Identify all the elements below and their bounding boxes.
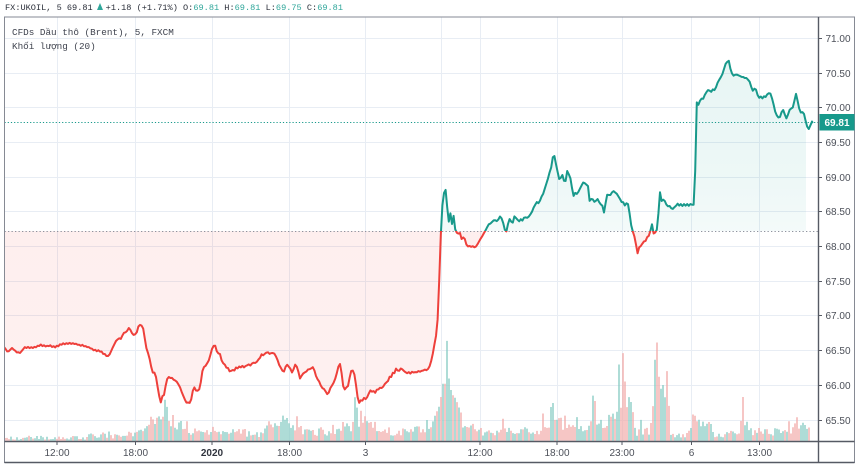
svg-text:3: 3	[363, 448, 369, 459]
svg-text:12:00: 12:00	[467, 448, 492, 459]
svg-text:70.50: 70.50	[826, 69, 851, 80]
svg-text:23:00: 23:00	[609, 448, 634, 459]
svg-text:2020: 2020	[201, 448, 224, 459]
svg-text:67.00: 67.00	[826, 311, 851, 322]
svg-text:66.50: 66.50	[826, 346, 851, 357]
svg-text:70.00: 70.00	[826, 103, 851, 114]
svg-text:6: 6	[689, 448, 695, 459]
svg-text:66.00: 66.00	[826, 381, 851, 392]
svg-text:68.00: 68.00	[826, 242, 851, 253]
svg-text:69.50: 69.50	[826, 138, 851, 149]
svg-text:67.50: 67.50	[826, 277, 851, 288]
svg-text:71.00: 71.00	[826, 34, 851, 45]
svg-text:13:00: 13:00	[747, 448, 772, 459]
svg-text:18:00: 18:00	[544, 448, 569, 459]
svg-text:69.81: 69.81	[824, 118, 849, 129]
svg-text:12:00: 12:00	[44, 448, 69, 459]
svg-text:18:00: 18:00	[123, 448, 148, 459]
svg-text:69.00: 69.00	[826, 173, 851, 184]
svg-text:68.50: 68.50	[826, 207, 851, 218]
svg-text:65.50: 65.50	[826, 416, 851, 427]
svg-text:18:00: 18:00	[277, 448, 302, 459]
